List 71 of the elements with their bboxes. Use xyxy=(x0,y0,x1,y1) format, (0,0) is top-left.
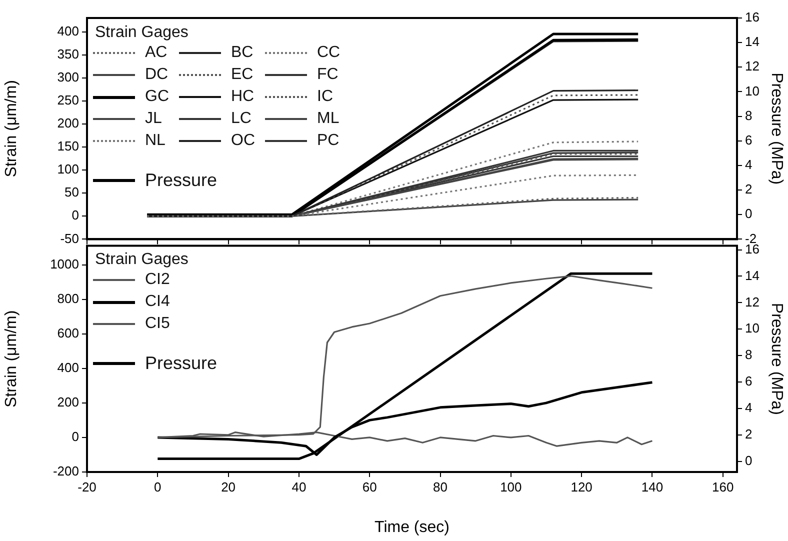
x-tick-label: -20 xyxy=(78,479,96,494)
y2-tick-label: 14 xyxy=(745,34,760,50)
legend-label: IC xyxy=(317,88,333,106)
legend-label: LC xyxy=(231,110,252,128)
y2-tick-label: 14 xyxy=(745,268,760,283)
legend-label: JL xyxy=(145,110,162,128)
y-tick-label: 250 xyxy=(57,92,79,108)
x-axis-title: Time (sec) xyxy=(374,518,450,536)
legend-label: BC xyxy=(231,44,254,62)
y2-tick-label: 2 xyxy=(745,426,752,442)
legend-label: DC xyxy=(145,66,168,84)
legend-label: EC xyxy=(231,66,254,84)
y-tick-label: 300 xyxy=(57,69,79,84)
x-tick-label: 80 xyxy=(433,479,448,494)
x-tick-label: 40 xyxy=(292,479,306,494)
legend-label: Pressure xyxy=(145,353,218,374)
y-tick-label: -200 xyxy=(52,464,79,479)
y2-tick-label: 10 xyxy=(745,83,760,98)
legend-label: HC xyxy=(231,88,254,106)
y2-axis-title: Pressure (MPa) xyxy=(768,302,785,415)
y-tick-label: 1000 xyxy=(50,256,79,272)
legend-label: CI5 xyxy=(145,315,170,333)
y2-tick-label: 6 xyxy=(745,132,752,148)
y-tick-label: 150 xyxy=(57,138,79,154)
y2-tick-label: 4 xyxy=(745,157,752,172)
y2-tick-label: 4 xyxy=(745,400,752,416)
legend-label: ML xyxy=(317,110,340,128)
legend-title: Strain Gages xyxy=(95,251,190,269)
legend-label: GC xyxy=(145,88,169,106)
y-tick-label: 50 xyxy=(64,184,79,200)
legend-label: CI4 xyxy=(145,293,170,311)
y-tick-label: 0 xyxy=(72,208,79,223)
y2-tick-label: 12 xyxy=(745,294,760,310)
y2-tick-label: 0 xyxy=(745,206,752,222)
legend-label: PC xyxy=(317,132,340,150)
y-tick-label: 100 xyxy=(57,162,79,177)
y-tick-label: 800 xyxy=(57,290,79,306)
y2-axis-title: Pressure (MPa) xyxy=(768,72,785,185)
legend-title: Strain Gages xyxy=(95,24,190,42)
legend-label: CC xyxy=(317,44,340,62)
y2-tick-label: 10 xyxy=(745,320,760,336)
y2-tick-label: 8 xyxy=(745,347,752,362)
legend-label: Pressure xyxy=(145,170,218,191)
x-tick-label: 0 xyxy=(154,479,162,494)
y-tick-label: 200 xyxy=(57,394,79,410)
y-tick-label: 400 xyxy=(57,23,79,38)
y-tick-label: 200 xyxy=(57,116,79,131)
y-axis-title: Strain (μm/m) xyxy=(3,310,20,408)
y-tick-label: 600 xyxy=(57,325,79,340)
legend-label: FC xyxy=(317,66,338,84)
legend-label: OC xyxy=(231,132,255,150)
legend-label: AC xyxy=(145,44,168,62)
y-tick-label: -50 xyxy=(60,230,79,246)
y-tick-label: 400 xyxy=(57,360,79,375)
x-tick-label: 120 xyxy=(570,479,592,494)
legend-label: CI2 xyxy=(145,271,170,289)
y2-tick-label: 12 xyxy=(745,58,760,74)
y2-tick-label: 6 xyxy=(745,374,752,389)
legend-label: NL xyxy=(145,132,166,150)
y-tick-label: 0 xyxy=(72,429,79,444)
y-axis-title: Strain (μm/m) xyxy=(3,80,20,178)
x-tick-label: 100 xyxy=(500,479,522,494)
y2-tick-label: 2 xyxy=(745,182,752,197)
y-tick-label: 350 xyxy=(57,46,79,62)
y2-tick-label: 8 xyxy=(745,108,752,123)
x-tick-label: 140 xyxy=(641,479,664,494)
x-tick-label: 20 xyxy=(221,479,236,494)
x-tick-label: 160 xyxy=(712,479,734,494)
x-tick-label: 60 xyxy=(362,479,377,494)
y2-tick-label: 0 xyxy=(745,452,752,468)
y2-tick-label: 16 xyxy=(745,10,760,25)
